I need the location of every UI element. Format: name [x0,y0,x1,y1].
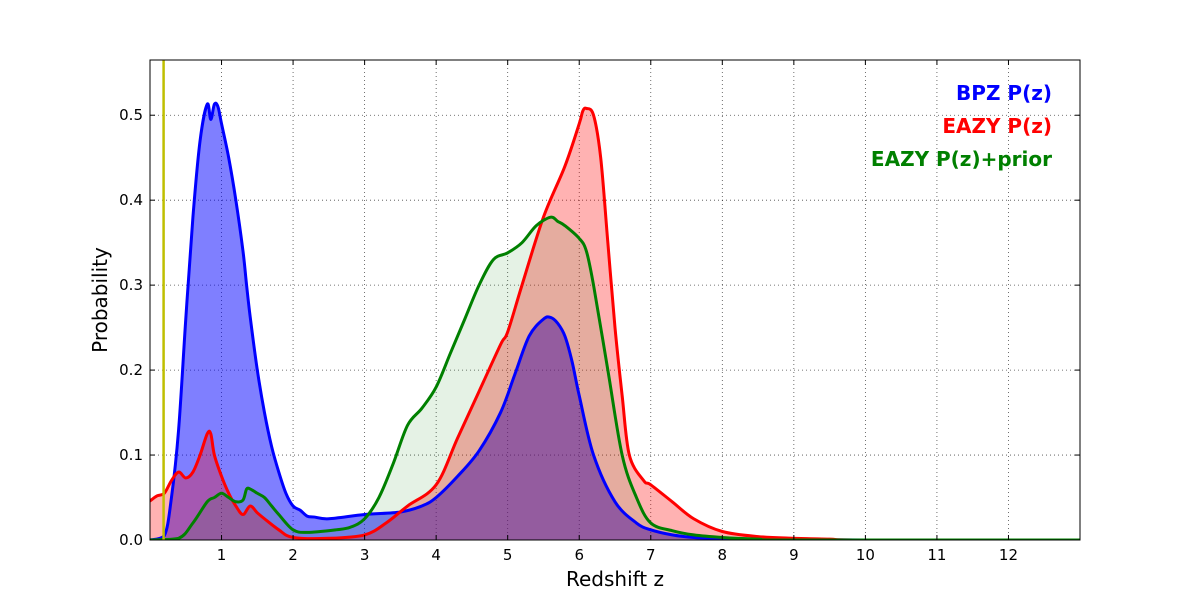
y-tick-label-3: 0.3 [119,276,143,294]
y-tick-label-4: 0.4 [119,191,143,209]
plot-background [150,60,1080,540]
series-fill-2 [150,217,1080,540]
plot-frame [149,59,1081,541]
x-tick-label-5: 6 [574,546,584,564]
legend-entry-1: EAZY P(z) [942,114,1052,138]
axis-ticks: 1 2 3 4 5 6 7 8 9 10 11 120.00.10.20.30.40.5 [119,60,1080,564]
x-tick-label-7: 8 [718,546,728,564]
grid-lines [150,60,1080,540]
x-tick-label-6: 7 [646,546,656,564]
series-line-2 [150,215,1080,540]
series-lines [150,101,1080,540]
x-tick-label-0: 1 [217,546,227,564]
x-tick-label-11: 12 [999,546,1018,564]
y-axis-label: Probability [88,247,112,353]
y-tick-label-1: 0.1 [119,446,143,464]
x-tick-label-8: 9 [789,546,799,564]
legend: BPZ P(z) EAZY P(z) EAZY P(z)+prior [871,81,1052,171]
series-line-1 [150,106,1080,540]
y-tick-label-2: 0.2 [119,361,143,379]
y-tick-label-5: 0.5 [119,106,143,124]
x-tick-label-2: 3 [360,546,370,564]
y-tick-label-0: 0.0 [119,531,143,549]
x-axis-label: Redshift z [566,567,664,591]
x-tick-label-1: 2 [288,546,298,564]
series-line-0 [150,101,1080,540]
x-tick-label-4: 5 [503,546,513,564]
series-fill-1 [150,108,1080,540]
x-tick-label-3: 4 [431,546,441,564]
legend-entry-2: EAZY P(z)+prior [871,147,1052,171]
x-tick-label-10: 11 [927,546,946,564]
legend-entry-0: BPZ P(z) [956,81,1052,105]
x-tick-label-9: 10 [856,546,875,564]
